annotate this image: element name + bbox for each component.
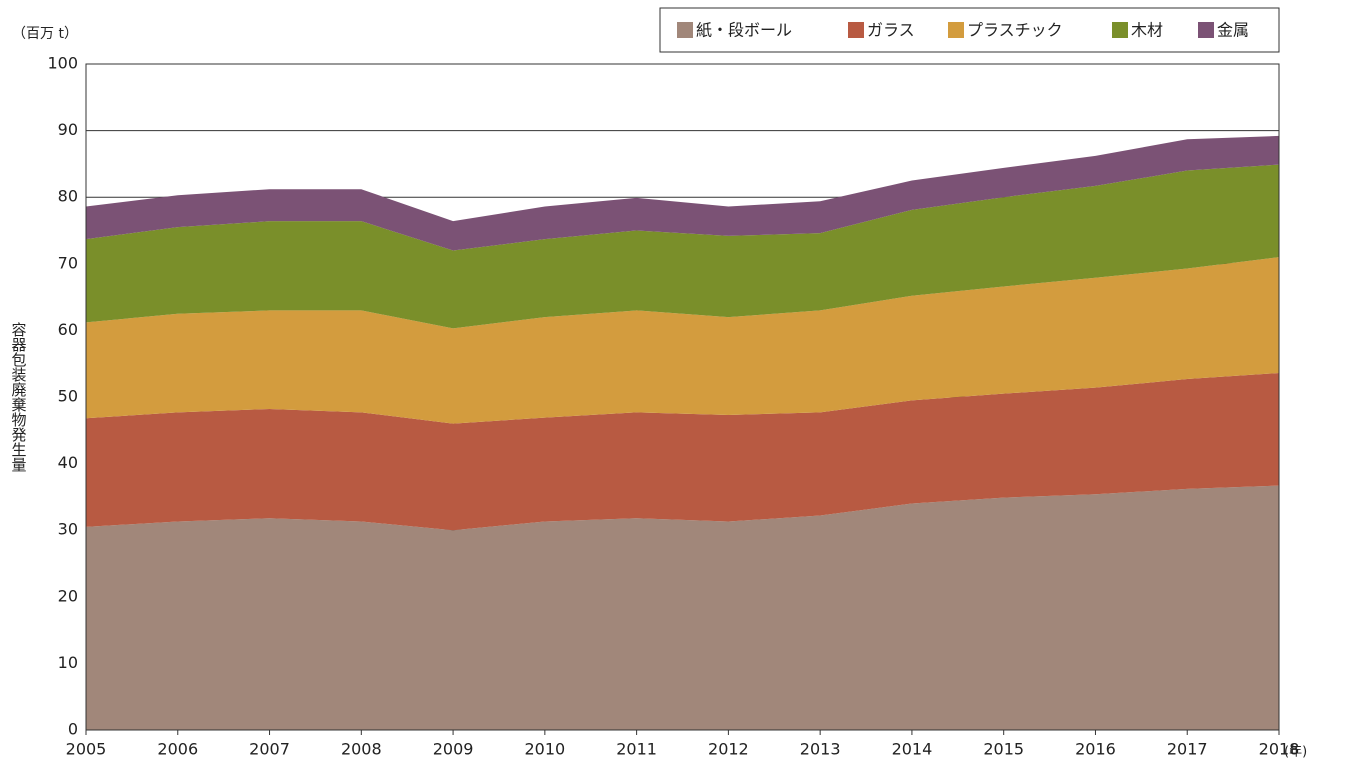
legend-label: 紙・段ボール (696, 21, 792, 40)
legend-swatch (1198, 22, 1214, 38)
legend-swatch (848, 22, 864, 38)
y-tick-label: 70 (58, 253, 78, 272)
area (86, 164, 1279, 329)
x-tick-label: 2005 (66, 740, 107, 759)
plot-frame (85, 63, 1280, 731)
legend-box (659, 7, 1280, 53)
legend-label: ガラス (867, 21, 915, 40)
x-tick-label: 2008 (341, 740, 382, 759)
legend-label: 木材 (1131, 21, 1163, 40)
x-tick-label: 2011 (616, 740, 657, 759)
x-tick-label: 2006 (157, 740, 198, 759)
y-tick-label: 60 (58, 320, 78, 339)
y-tick-label: 100 (47, 54, 78, 73)
y-tick-label: 50 (58, 387, 78, 406)
legend-swatch (677, 22, 693, 38)
y-tick-label: 20 (58, 586, 78, 605)
legend-swatch (948, 22, 964, 38)
x-tick-label: 2013 (800, 740, 841, 759)
x-tick-label: 2014 (892, 740, 933, 759)
x-tick-label: 2009 (433, 740, 474, 759)
x-tick-label: 2017 (1167, 740, 1208, 759)
x-tick-label: 2018 (1259, 740, 1300, 759)
area (86, 135, 1279, 251)
y-tick-label: 90 (58, 120, 78, 139)
x-tick-label: 2012 (708, 740, 749, 759)
area (86, 373, 1279, 531)
legend-label: プラスチック (967, 21, 1063, 40)
legend-swatch (1112, 22, 1128, 38)
y-unit: （百万 t） (12, 26, 78, 42)
legend-label: 金属 (1217, 21, 1249, 40)
area (86, 485, 1279, 730)
y-tick-label: 10 (58, 653, 78, 672)
x-tick-label: 2015 (983, 740, 1024, 759)
y-tick-label: 0 (68, 720, 78, 739)
x-tick-label: 2010 (524, 740, 565, 759)
y-tick-label: 40 (58, 453, 78, 472)
y-tick-label: 80 (58, 187, 78, 206)
area (86, 257, 1279, 424)
x-unit: (年) (1284, 745, 1307, 760)
y-axis-label: 容器包装廃棄物発生量 (10, 322, 28, 472)
y-tick-label: 30 (58, 520, 78, 539)
x-tick-label: 2007 (249, 740, 290, 759)
x-tick-label: 2016 (1075, 740, 1116, 759)
